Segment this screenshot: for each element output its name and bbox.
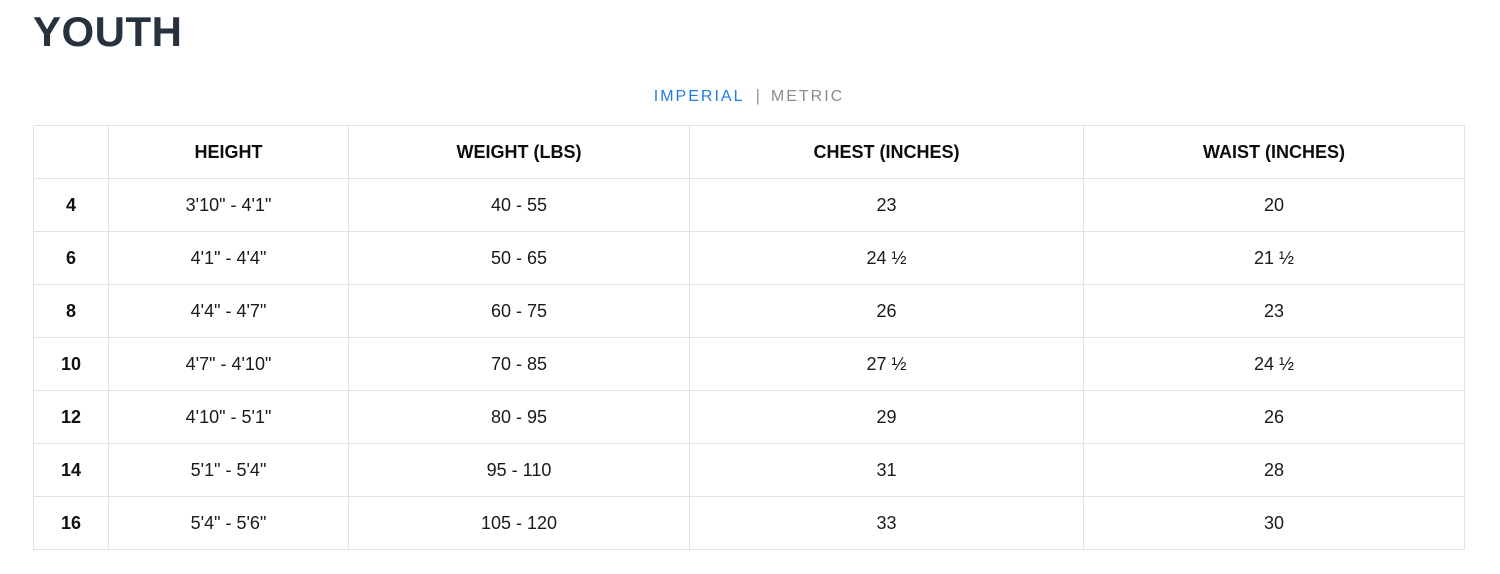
- weight-cell: 40 - 55: [348, 178, 690, 233]
- tab-separator: |: [755, 86, 760, 106]
- waist-cell: 20: [1083, 178, 1465, 233]
- size-cell: 6: [33, 231, 109, 286]
- table-row: 4 3'10" - 4'1" 40 - 55 23 20: [33, 178, 1465, 233]
- height-cell: 5'4" - 5'6": [108, 496, 349, 551]
- table-row: 16 5'4" - 5'6" 105 - 120 33 30: [33, 496, 1465, 551]
- weight-cell: 60 - 75: [348, 284, 690, 339]
- weight-cell: 50 - 65: [348, 231, 690, 286]
- size-cell: 8: [33, 284, 109, 339]
- weight-cell: 95 - 110: [348, 443, 690, 498]
- height-cell: 5'1" - 5'4": [108, 443, 349, 498]
- weight-cell: 80 - 95: [348, 390, 690, 445]
- size-chart-table: HEIGHT WEIGHT (LBS) CHEST (INCHES) WAIST…: [33, 125, 1465, 551]
- table-row: 14 5'1" - 5'4" 95 - 110 31 28: [33, 443, 1465, 498]
- tab-imperial[interactable]: IMPERIAL: [653, 88, 745, 106]
- weight-column-header: WEIGHT (LBS): [348, 125, 690, 180]
- unit-toggle: IMPERIAL | METRIC: [33, 86, 1465, 106]
- waist-cell: 28: [1083, 443, 1465, 498]
- chest-cell: 23: [689, 178, 1084, 233]
- chest-cell: 33: [689, 496, 1084, 551]
- height-cell: 4'4" - 4'7": [108, 284, 349, 339]
- height-cell: 3'10" - 4'1": [108, 178, 349, 233]
- table-row: 10 4'7" - 4'10" 70 - 85 27 ½ 24 ½: [33, 337, 1465, 392]
- weight-cell: 105 - 120: [348, 496, 690, 551]
- height-cell: 4'7" - 4'10": [108, 337, 349, 392]
- table-row: 12 4'10" - 5'1" 80 - 95 29 26: [33, 390, 1465, 445]
- height-cell: 4'1" - 4'4": [108, 231, 349, 286]
- chest-cell: 31: [689, 443, 1084, 498]
- header-row: HEIGHT WEIGHT (LBS) CHEST (INCHES) WAIST…: [33, 125, 1465, 180]
- chest-cell: 29: [689, 390, 1084, 445]
- chest-column-header: CHEST (INCHES): [689, 125, 1084, 180]
- chest-cell: 24 ½: [689, 231, 1084, 286]
- waist-cell: 21 ½: [1083, 231, 1465, 286]
- height-cell: 4'10" - 5'1": [108, 390, 349, 445]
- chest-cell: 27 ½: [689, 337, 1084, 392]
- waist-column-header: WAIST (INCHES): [1083, 125, 1465, 180]
- size-cell: 14: [33, 443, 109, 498]
- waist-cell: 26: [1083, 390, 1465, 445]
- weight-cell: 70 - 85: [348, 337, 690, 392]
- size-column-header: [33, 125, 109, 180]
- size-cell: 4: [33, 178, 109, 233]
- table-row: 8 4'4" - 4'7" 60 - 75 26 23: [33, 284, 1465, 339]
- size-cell: 10: [33, 337, 109, 392]
- chest-cell: 26: [689, 284, 1084, 339]
- table-row: 6 4'1" - 4'4" 50 - 65 24 ½ 21 ½: [33, 231, 1465, 286]
- page-title: YOUTH: [33, 8, 183, 55]
- height-column-header: HEIGHT: [108, 125, 349, 180]
- size-cell: 12: [33, 390, 109, 445]
- size-cell: 16: [33, 496, 109, 551]
- waist-cell: 23: [1083, 284, 1465, 339]
- waist-cell: 30: [1083, 496, 1465, 551]
- waist-cell: 24 ½: [1083, 337, 1465, 392]
- tab-metric[interactable]: METRIC: [770, 88, 845, 106]
